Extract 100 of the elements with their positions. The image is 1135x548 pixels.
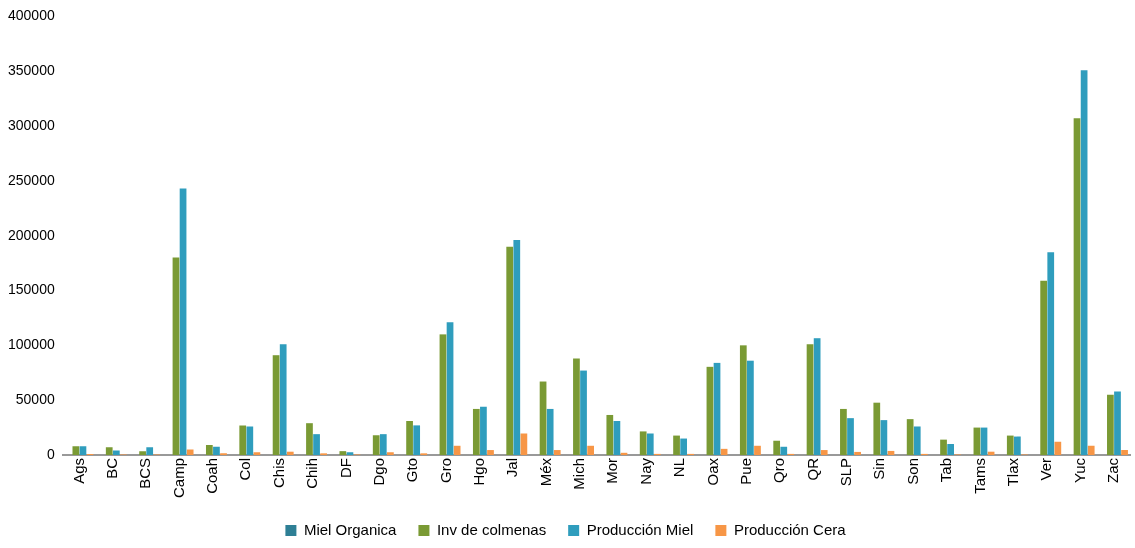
x-tick-label: Nay <box>636 457 654 485</box>
bar <box>573 358 580 455</box>
bar <box>639 431 647 455</box>
bar <box>940 439 947 455</box>
y-tick-label: 400000 <box>8 7 55 24</box>
bar <box>673 435 680 455</box>
bar <box>1014 436 1021 455</box>
bar <box>546 408 554 455</box>
bar <box>79 446 87 455</box>
x-tick-label: QR <box>803 457 821 481</box>
x-tick-label: Tab <box>937 457 955 483</box>
x-tick-label: Coah <box>203 457 221 494</box>
bar <box>72 446 80 455</box>
bar <box>279 344 287 455</box>
y-tick-label: 100000 <box>8 336 55 353</box>
bar <box>587 445 594 455</box>
bar <box>780 446 788 455</box>
legend-label: Miel Organica <box>303 520 398 538</box>
bar <box>1054 441 1062 455</box>
bar <box>246 426 254 455</box>
bar <box>253 452 261 455</box>
x-tick-label: Pue <box>736 457 754 485</box>
y-tick-label: 250000 <box>8 171 55 188</box>
bar <box>186 449 194 455</box>
bar <box>553 450 561 455</box>
x-tick-label: Hgo <box>470 457 488 486</box>
x-tick-label: Tlax <box>1003 457 1021 487</box>
x-tick-label: Mich <box>570 457 588 490</box>
x-tick-label: Sin <box>870 457 888 480</box>
bar <box>680 438 688 455</box>
x-tick-label: Camp <box>169 457 187 498</box>
bar <box>1040 280 1048 455</box>
bar <box>913 426 921 455</box>
bar <box>112 450 120 455</box>
bar <box>1006 435 1014 455</box>
bar <box>840 408 847 455</box>
bar <box>239 425 247 455</box>
bar <box>387 452 394 455</box>
legend-label: Inv de colmenas <box>436 520 547 538</box>
x-tick-label: Tams <box>970 457 988 494</box>
x-tick-label: Chih <box>303 457 321 489</box>
bar <box>513 240 521 455</box>
x-tick-label: Zac <box>1104 457 1122 483</box>
x-tick-label: Chis <box>269 457 287 488</box>
bar <box>873 402 881 455</box>
bar <box>580 370 587 455</box>
bar <box>854 451 861 455</box>
bar <box>453 445 461 455</box>
y-tick-label: 200000 <box>8 226 55 243</box>
y-tick-label: 0 <box>46 445 55 462</box>
x-tick-label: Yuc <box>1070 457 1088 484</box>
x-tick-label: Col <box>236 457 254 481</box>
bar <box>286 451 294 455</box>
x-tick-label: NL <box>670 457 688 478</box>
bar <box>472 408 480 455</box>
bar <box>313 434 320 455</box>
bar <box>820 450 828 455</box>
bar <box>406 421 413 455</box>
bar <box>739 345 747 455</box>
x-tick-label: Dgo <box>369 457 387 486</box>
bar <box>754 445 761 455</box>
bar <box>105 447 113 455</box>
bar <box>213 446 220 455</box>
legend-label: Producción Miel <box>586 520 694 538</box>
x-tick-label: Ags <box>69 457 87 484</box>
bar <box>146 447 154 455</box>
x-tick-label: Gro <box>436 457 454 483</box>
bar <box>1047 252 1055 455</box>
legend-label: Producción Cera <box>733 520 847 538</box>
x-tick-label: SLP <box>837 457 855 487</box>
bar <box>506 246 514 455</box>
bar <box>1121 450 1128 455</box>
x-tick-label: BCS <box>136 457 154 489</box>
bar <box>139 451 146 455</box>
x-tick-label: Gto <box>403 457 421 483</box>
y-tick-label: 50000 <box>15 391 55 408</box>
bar <box>606 414 614 455</box>
bar <box>346 452 354 455</box>
bar <box>379 434 387 455</box>
x-tick-label: Ver <box>1037 457 1055 481</box>
bar <box>480 406 487 455</box>
x-tick-label: Qro <box>770 457 788 483</box>
x-tick-label: Mor <box>603 457 621 484</box>
bar <box>306 423 313 455</box>
x-tick-label: Oax <box>703 457 721 486</box>
x-tick-label: Jal <box>503 457 521 478</box>
bar <box>1107 394 1114 455</box>
bar <box>205 445 213 455</box>
bar <box>906 419 914 455</box>
y-tick-label: 150000 <box>8 281 55 298</box>
x-tick-label: Méx <box>536 457 554 487</box>
bar <box>1087 445 1095 455</box>
y-tick-label: 350000 <box>8 62 55 79</box>
x-tick-label: DF <box>336 457 354 478</box>
bar <box>372 435 380 455</box>
bar <box>487 450 494 455</box>
bar <box>813 338 821 455</box>
bar <box>947 444 954 455</box>
bar <box>747 360 754 455</box>
y-tick-label: 300000 <box>8 116 55 133</box>
